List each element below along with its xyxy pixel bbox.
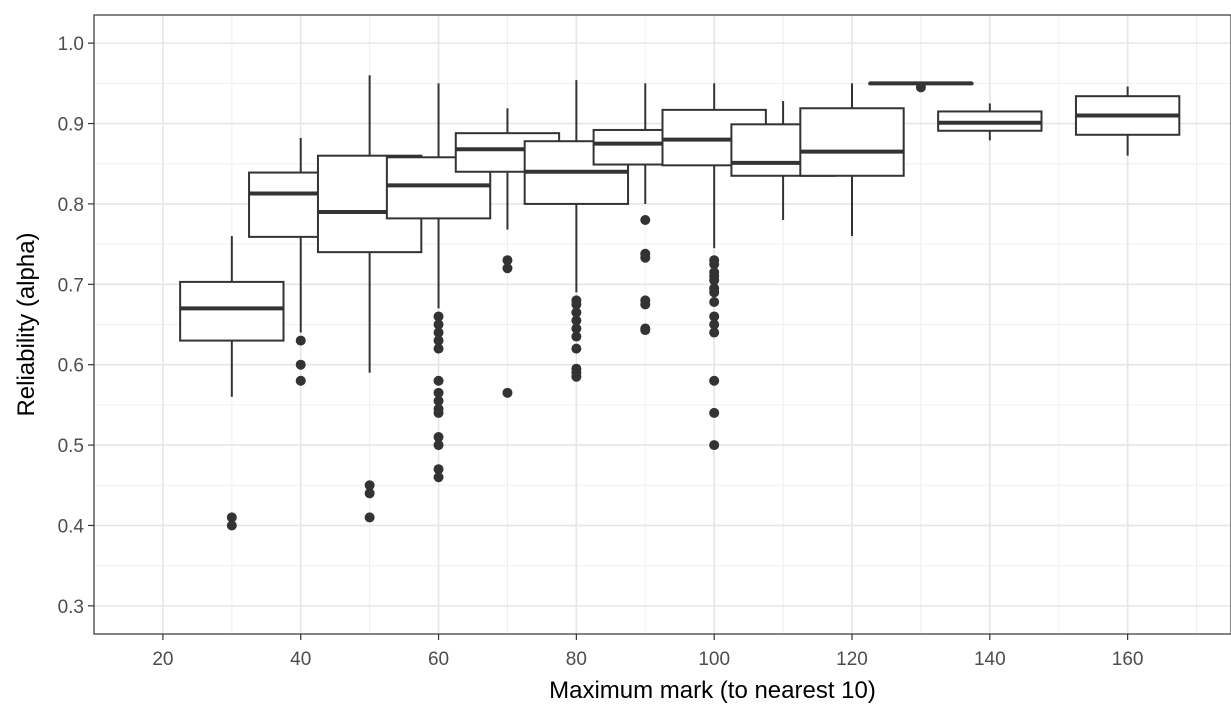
outlier-point	[433, 335, 444, 346]
outlier-point	[433, 343, 444, 354]
outlier-point	[709, 319, 720, 330]
x-tick-label: 140	[974, 649, 1006, 670]
box-series	[179, 75, 1181, 531]
box	[799, 107, 905, 177]
outlier-point	[571, 323, 582, 334]
outlier-point	[571, 315, 582, 326]
x-tick-label: 40	[290, 649, 311, 670]
outlier-point	[502, 387, 513, 398]
y-tick-label: 0.4	[58, 516, 85, 537]
box-group	[868, 81, 974, 93]
outlier-point	[433, 375, 444, 386]
outlier-point	[226, 512, 237, 523]
outlier-point	[433, 327, 444, 338]
outlier-point	[433, 311, 444, 322]
outlier-point	[433, 472, 444, 483]
outlier-point	[364, 488, 375, 499]
y-tick-label: 1.0	[58, 34, 84, 55]
outlier-point	[433, 319, 444, 330]
x-tick-label: 20	[152, 649, 173, 670]
outlier-point	[364, 480, 375, 491]
outlier-point	[295, 359, 306, 370]
x-tick-label: 60	[428, 649, 449, 670]
outlier-point	[709, 259, 720, 270]
outlier-point	[571, 331, 582, 342]
y-tick-label: 0.6	[58, 356, 84, 377]
y-tick-label: 0.7	[58, 275, 84, 296]
panel-border	[93, 14, 1231, 635]
x-tick-label: 80	[566, 649, 587, 670]
outlier-point	[915, 82, 926, 93]
outlier-point	[364, 512, 375, 523]
y-axis-ticks: 0.3 0.4 0.5 0.6 0.7 0.8 0.9 1.0	[58, 34, 94, 618]
box	[179, 280, 285, 342]
y-tick-label: 0.5	[58, 436, 84, 457]
outlier-point	[502, 263, 513, 274]
outlier-point	[433, 432, 444, 443]
outlier-point	[226, 520, 237, 531]
box-group	[937, 103, 1043, 141]
outlier-point	[433, 407, 444, 418]
x-tick-label: 160	[1112, 649, 1144, 670]
y-tick-label: 0.3	[58, 597, 84, 618]
outlier-point	[502, 255, 513, 266]
outlier-point	[433, 387, 444, 398]
outlier-point	[709, 375, 720, 386]
outlier-point	[709, 440, 720, 451]
outlier-point	[433, 464, 444, 475]
outlier-point	[640, 252, 651, 263]
outlier-point	[709, 407, 720, 418]
outlier-point	[295, 335, 306, 346]
box-group	[1074, 86, 1181, 156]
y-tick-label: 0.8	[58, 195, 84, 216]
x-axis-title: Maximum mark (to nearest 10)	[549, 677, 876, 704]
x-axis-ticks: 20 40 60 80 100 120 140 160	[152, 634, 1143, 670]
outlier-point	[640, 325, 651, 336]
outlier-point	[571, 371, 582, 382]
outlier-point	[709, 275, 720, 286]
outlier-point	[571, 307, 582, 318]
outlier-point	[433, 395, 444, 406]
outlier-point	[433, 440, 444, 451]
outlier-point	[295, 375, 306, 386]
outlier-point	[640, 299, 651, 310]
x-tick-label: 120	[836, 649, 868, 670]
box-group	[799, 83, 905, 237]
outlier-point	[709, 287, 720, 298]
outlier-point	[571, 343, 582, 354]
box-group	[179, 236, 285, 531]
outlier-point	[709, 311, 720, 322]
y-axis-title: Reliability (alpha)	[13, 232, 40, 416]
y-tick-label: 0.9	[58, 115, 84, 136]
outlier-point	[709, 296, 720, 307]
x-tick-label: 100	[698, 649, 730, 670]
outlier-point	[640, 214, 651, 225]
outlier-point	[571, 299, 582, 310]
outlier-point	[709, 327, 720, 338]
